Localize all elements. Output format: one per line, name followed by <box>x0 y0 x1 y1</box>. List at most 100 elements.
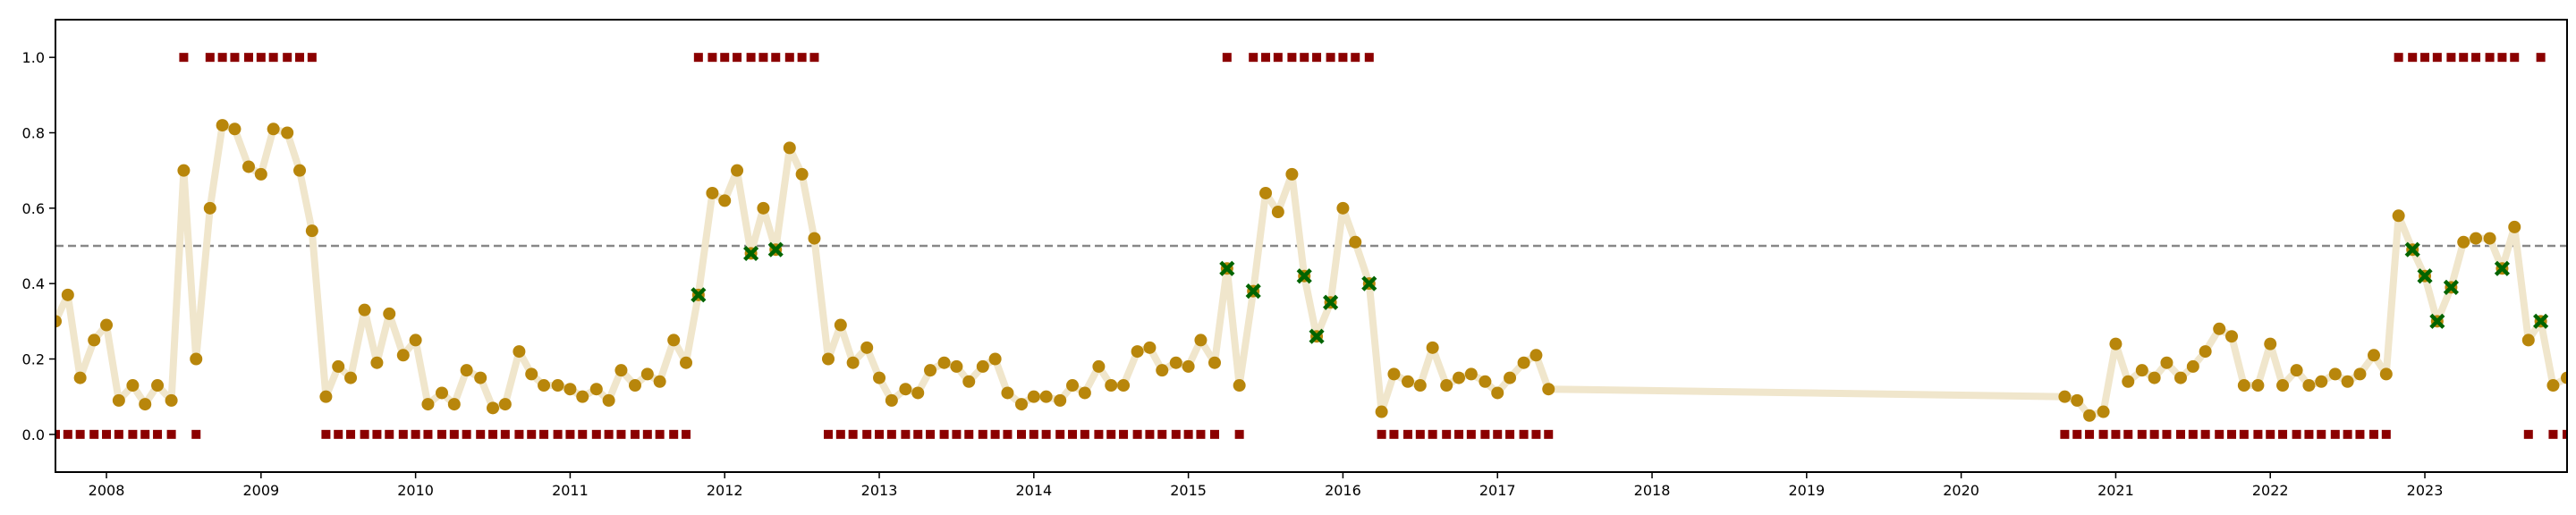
probability-point <box>436 386 448 400</box>
label-marker <box>1428 429 1437 439</box>
label-marker <box>913 429 923 439</box>
x-tick-label: 2017 <box>1479 482 1516 499</box>
label-marker <box>2485 53 2495 63</box>
probability-point <box>126 379 140 393</box>
probability-point <box>319 390 333 403</box>
probability-point <box>2457 235 2470 249</box>
probability-point <box>2521 333 2535 347</box>
x-tick-label: 2019 <box>1788 482 1825 499</box>
label-marker <box>385 429 394 439</box>
probability-point <box>2328 367 2342 381</box>
probability-point <box>680 356 693 369</box>
x-tick-label: 2016 <box>1325 482 1361 499</box>
label-marker <box>1222 53 1232 63</box>
probability-point <box>2561 371 2567 384</box>
probability-point <box>783 141 796 155</box>
label-marker <box>1210 429 1219 439</box>
label-marker <box>2060 429 2070 439</box>
probability-point <box>2483 232 2496 245</box>
probability-point <box>421 398 435 411</box>
x-tick-label: 2009 <box>242 482 279 499</box>
label-marker <box>1351 53 1360 63</box>
label-marker <box>334 429 343 439</box>
cross-marker <box>1323 294 1339 310</box>
probability-point <box>1336 201 1350 215</box>
label-marker <box>256 53 266 63</box>
label-marker <box>1196 429 1206 439</box>
probability-point <box>61 288 74 301</box>
probability-point <box>1285 167 1299 181</box>
label-marker <box>797 53 807 63</box>
probability-point <box>1426 341 1439 354</box>
probability-point <box>1387 367 1401 381</box>
label-marker <box>862 429 872 439</box>
cross-marker <box>1309 328 1325 344</box>
probability-point <box>55 315 62 328</box>
label-marker <box>2420 53 2430 63</box>
label-marker <box>360 429 369 439</box>
probability-point <box>860 341 874 354</box>
label-marker <box>2446 53 2456 63</box>
probability-point <box>525 367 538 381</box>
probability-point <box>2186 359 2199 373</box>
probability-point <box>1027 390 1040 403</box>
probability-point <box>447 398 461 411</box>
cross-marker <box>1245 283 1261 300</box>
x-tick-label: 2008 <box>89 482 125 499</box>
cross-marker <box>1361 275 1377 291</box>
label-marker <box>616 429 626 439</box>
label-marker <box>449 429 459 439</box>
probability-point <box>460 364 473 377</box>
y-tick-label: 1.0 <box>22 49 45 66</box>
probability-point <box>602 393 615 407</box>
probability-point <box>795 167 809 181</box>
label-marker <box>89 429 99 439</box>
probability-point <box>2368 349 2380 362</box>
label-marker <box>2292 429 2301 439</box>
probability-point <box>2160 356 2174 369</box>
probability-point <box>1271 206 1284 219</box>
cross-marker <box>2429 313 2445 329</box>
label-marker <box>2253 429 2263 439</box>
probability-point <box>1066 379 1080 393</box>
label-marker <box>746 53 756 63</box>
probability-point <box>498 398 512 411</box>
probability-point <box>706 186 719 199</box>
probability-point <box>2097 405 2110 418</box>
label-marker <box>1531 429 1541 439</box>
label-marker <box>1377 429 1386 439</box>
label-marker <box>2098 429 2108 439</box>
label-marker <box>1145 429 1155 439</box>
probability-point <box>950 359 963 373</box>
probability-point <box>885 393 898 407</box>
label-marker <box>2304 429 2314 439</box>
label-marker <box>75 429 85 439</box>
probability-point <box>1169 356 1182 369</box>
x-tick-label: 2015 <box>1170 482 1207 499</box>
probability-point <box>332 359 345 373</box>
probability-point <box>293 164 307 177</box>
probability-point <box>2276 379 2290 393</box>
probability-point <box>1504 371 1517 384</box>
y-tick-label: 0.2 <box>22 351 45 368</box>
label-marker <box>2523 429 2533 439</box>
label-marker <box>990 429 1000 439</box>
probability-point <box>564 383 577 396</box>
x-tick-label: 2011 <box>552 482 589 499</box>
probability-point <box>1453 371 1466 384</box>
label-marker <box>978 429 987 439</box>
probability-point <box>718 194 732 207</box>
probability-point <box>358 303 371 317</box>
probability-point <box>344 371 358 384</box>
probability-point <box>1194 333 1208 347</box>
probability-point <box>589 383 603 396</box>
label-marker <box>1132 429 1142 439</box>
probability-point <box>88 333 101 347</box>
probability-point <box>1233 379 1246 393</box>
probability-point <box>1054 393 1067 407</box>
label-marker <box>604 429 614 439</box>
label-marker <box>1493 429 1503 439</box>
label-marker <box>693 53 703 63</box>
label-marker <box>1119 429 1129 439</box>
probability-point <box>899 383 912 396</box>
